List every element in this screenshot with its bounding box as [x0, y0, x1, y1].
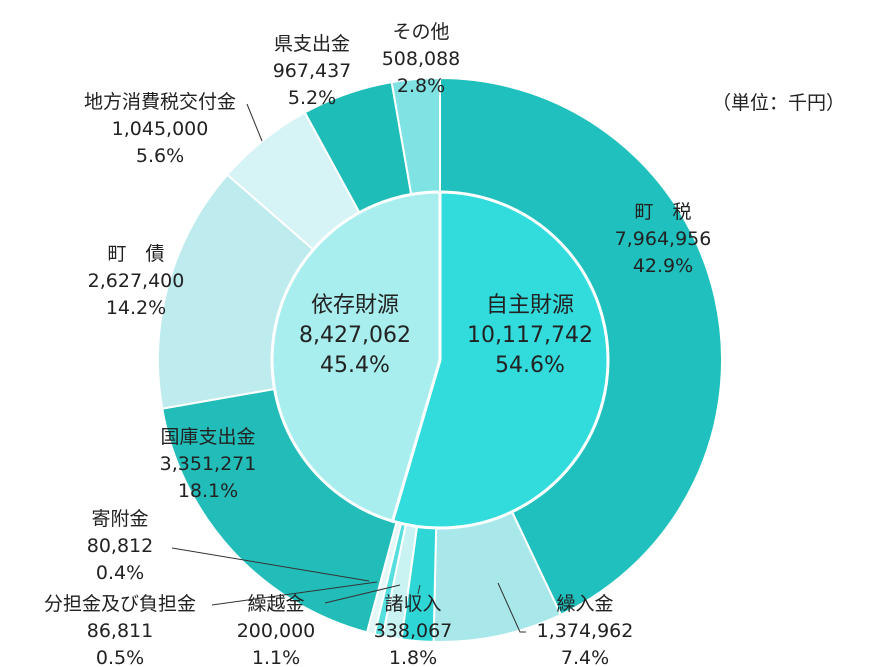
unit-label: （単位：千円）	[712, 92, 846, 114]
leader-line	[417, 584, 421, 595]
outer-label-pct: 1.1%	[252, 647, 300, 667]
outer-label-name: 県支出金	[274, 33, 350, 55]
leader-lines	[171, 103, 526, 633]
leader-line	[246, 103, 263, 142]
inner-label-value: 8,427,062	[299, 323, 411, 348]
outer-label-value: 2,627,400	[88, 270, 185, 292]
outer-ring	[157, 76, 723, 643]
outer-label-pct: 2.8%	[397, 75, 445, 97]
outer-label-name: 諸収入	[384, 593, 441, 615]
outer-label-value: 1,374,962	[537, 620, 634, 642]
outer-label-name: その他	[392, 21, 449, 43]
outer-label-value: 967,437	[273, 60, 352, 82]
outer-label-value: 200,000	[237, 620, 316, 642]
outer-label-name: 寄附金	[91, 508, 148, 530]
outer-label-value: 338,067	[374, 620, 453, 642]
outer-label-pct: 14.2%	[106, 297, 166, 319]
outer-label-pct: 7.4%	[561, 647, 609, 667]
outer-label-name: 繰越金	[247, 593, 304, 615]
outer-label-value: 3,351,271	[160, 453, 257, 475]
outer-label-value: 80,812	[87, 535, 153, 557]
inner-label-pct: 54.6%	[495, 353, 565, 378]
leader-line	[324, 584, 401, 604]
outer-label-pct: 1.8%	[389, 647, 437, 667]
inner-label-name: 自主財源	[486, 293, 574, 318]
outer-label-name: 町 債	[107, 243, 164, 265]
inner-slice	[270, 190, 442, 524]
outer-label-pct: 0.5%	[96, 647, 144, 667]
outer-label-value: 86,811	[87, 620, 153, 642]
outer-label-value: 508,088	[382, 48, 461, 70]
leader-line	[497, 582, 526, 633]
outer-label-pct: 0.4%	[96, 562, 144, 584]
outer-label-pct: 42.9%	[633, 255, 693, 277]
outer-label-name: 国庫支出金	[160, 426, 255, 448]
inner-label-name: 依存財源	[311, 293, 399, 318]
inner-label-value: 10,117,742	[467, 323, 593, 348]
outer-label-name: 繰入金	[556, 593, 613, 615]
outer-label-pct: 18.1%	[178, 480, 238, 502]
outer-label-name: 地方消費税交付金	[84, 91, 236, 113]
outer-label-pct: 5.2%	[288, 87, 336, 109]
inner-slice	[390, 190, 610, 530]
outer-label-pct: 5.6%	[136, 145, 184, 167]
inner-pie	[270, 190, 610, 530]
outer-label-value: 1,045,000	[112, 118, 209, 140]
inner-label-pct: 45.4%	[320, 353, 390, 378]
leader-line	[171, 547, 370, 582]
outer-label-name: 分担金及び負担金	[44, 593, 196, 615]
leader-line	[211, 581, 378, 606]
outer-label-value: 7,964,956	[615, 228, 712, 250]
outer-label-name: 町 税	[634, 201, 691, 223]
slice-labels: 町 税 7,964,956 42.9% 繰入金 1,374,962 7.4% 諸収入 338,…	[44, 21, 711, 667]
